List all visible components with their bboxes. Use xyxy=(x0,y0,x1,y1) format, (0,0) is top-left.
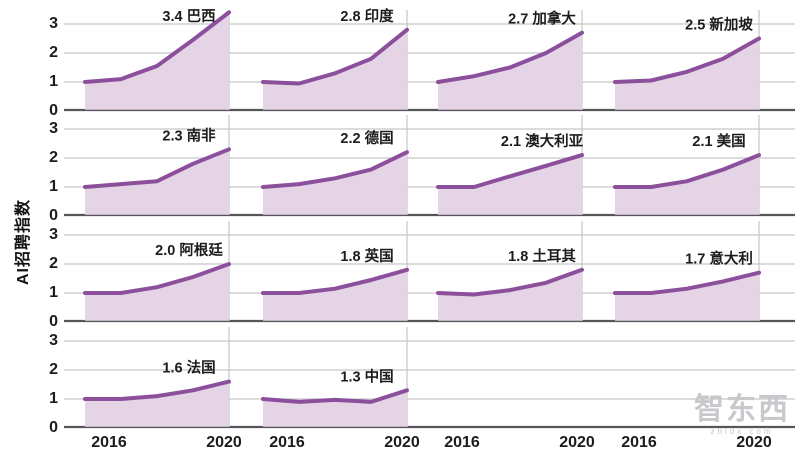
area-fill xyxy=(263,29,407,110)
x-tick-label: 2020 xyxy=(736,434,772,451)
panel-title: 2.1 澳大利亚 xyxy=(501,132,584,150)
area-fill xyxy=(615,38,759,110)
trend-line xyxy=(83,379,231,401)
chart-panel-india: 2.8 印度 xyxy=(261,8,409,110)
trend-line xyxy=(436,153,584,189)
area-fill xyxy=(85,381,229,427)
panel-title: 1.8 土耳其 xyxy=(508,247,576,265)
y-tick-label: 3 xyxy=(49,332,58,349)
y-tick-label: 0 xyxy=(49,207,58,224)
y-tick-label: 3 xyxy=(49,15,58,32)
area-fill xyxy=(85,12,229,110)
area-fill xyxy=(615,272,759,321)
panel-title: 2.8 印度 xyxy=(340,8,394,25)
chart-panel-brazil: 3.4 巴西 xyxy=(83,8,231,110)
chart-row-2: 2.0 阿根廷 1.8 英国 1.8 土耳其 1.7 意大利 xyxy=(64,221,795,323)
area-fill xyxy=(263,152,407,215)
trend-line xyxy=(83,10,231,84)
panel-title: 3.4 巴西 xyxy=(162,8,215,25)
chart-panel-france: 1.6 法国 xyxy=(83,327,231,427)
trend-line xyxy=(613,270,761,295)
panel-title: 2.3 南非 xyxy=(162,126,216,144)
chart-panel-germany: 2.2 德国 xyxy=(261,115,409,215)
y-tick-label: 1 xyxy=(49,73,58,90)
chart-row-1: 2.3 南非 2.2 德国 2.1 澳大利亚 2.1 美国 xyxy=(64,115,795,217)
chart-panel-usa: 2.1 美国 xyxy=(613,115,761,215)
chart-panel-italy: 1.7 意大利 xyxy=(613,221,761,321)
x-tick-label: 2016 xyxy=(621,434,657,451)
y-tick-label: 3 xyxy=(49,120,58,137)
panel-title: 2.0 阿根廷 xyxy=(155,241,223,259)
area-fill xyxy=(438,32,582,110)
chart-panel-canada: 2.7 加拿大 xyxy=(436,10,584,110)
trend-line xyxy=(261,27,409,86)
panel-title: 1.7 意大利 xyxy=(685,250,753,268)
chart-panel-china: 1.3 中国 xyxy=(261,327,409,427)
panel-title: 1.6 法国 xyxy=(162,359,215,377)
y-tick-label: 3 xyxy=(49,226,58,243)
chart-panel-argentina: 2.0 阿根廷 xyxy=(83,221,231,321)
chart-row-0: 3.4 巴西 2.8 印度 2.7 加拿大 2.5 新加坡 xyxy=(64,8,795,112)
area-fill xyxy=(263,269,407,321)
trend-line xyxy=(83,262,231,295)
trend-line xyxy=(261,388,409,404)
chart-panel-singapore: 2.5 新加坡 xyxy=(613,10,761,110)
y-tick-label: 2 xyxy=(49,44,58,61)
panel-title: 2.1 美国 xyxy=(692,132,745,150)
trend-line xyxy=(436,30,584,84)
y-tick-label: 1 xyxy=(49,284,58,301)
trend-line xyxy=(613,36,761,84)
chart-panel-uk: 1.8 英国 xyxy=(261,221,409,321)
trend-line xyxy=(83,147,231,189)
y-tick-label: 0 xyxy=(49,419,58,436)
chart-row-3: 1.6 法国 1.3 中国 xyxy=(64,327,795,429)
area-fill xyxy=(263,390,407,427)
panel-title: 2.7 加拿大 xyxy=(508,10,576,28)
chart-panel-turkey: 1.8 土耳其 xyxy=(436,221,584,321)
chart-panel-south-africa: 2.3 南非 xyxy=(83,115,231,215)
panel-title: 1.3 中国 xyxy=(340,367,393,385)
trend-line xyxy=(436,267,584,297)
x-tick-label: 2016 xyxy=(91,434,127,451)
x-tick-label: 2016 xyxy=(269,434,305,451)
panel-title: 2.2 德国 xyxy=(340,129,393,147)
y-tick-label: 2 xyxy=(49,149,58,166)
y-tick-label: 1 xyxy=(49,390,58,407)
y-tick-label: 2 xyxy=(49,361,58,378)
area-fill xyxy=(438,155,582,215)
y-tick-label: 0 xyxy=(49,102,58,119)
panel-title: 2.5 新加坡 xyxy=(685,16,753,34)
y-tick-label: 2 xyxy=(49,255,58,272)
y-tick-label: 0 xyxy=(49,313,58,330)
panel-title: 1.8 英国 xyxy=(340,247,393,265)
trend-line xyxy=(261,150,409,189)
trend-line xyxy=(261,267,409,295)
chart-panel-australia: 2.1 澳大利亚 xyxy=(436,115,584,215)
x-tick-label: 2020 xyxy=(384,434,420,451)
x-tick-label: 2020 xyxy=(206,434,242,451)
trend-line xyxy=(613,153,761,189)
y-tick-label: 1 xyxy=(49,178,58,195)
x-tick-label: 2020 xyxy=(559,434,595,451)
area-fill xyxy=(438,269,582,321)
x-tick-label: 2016 xyxy=(444,434,480,451)
